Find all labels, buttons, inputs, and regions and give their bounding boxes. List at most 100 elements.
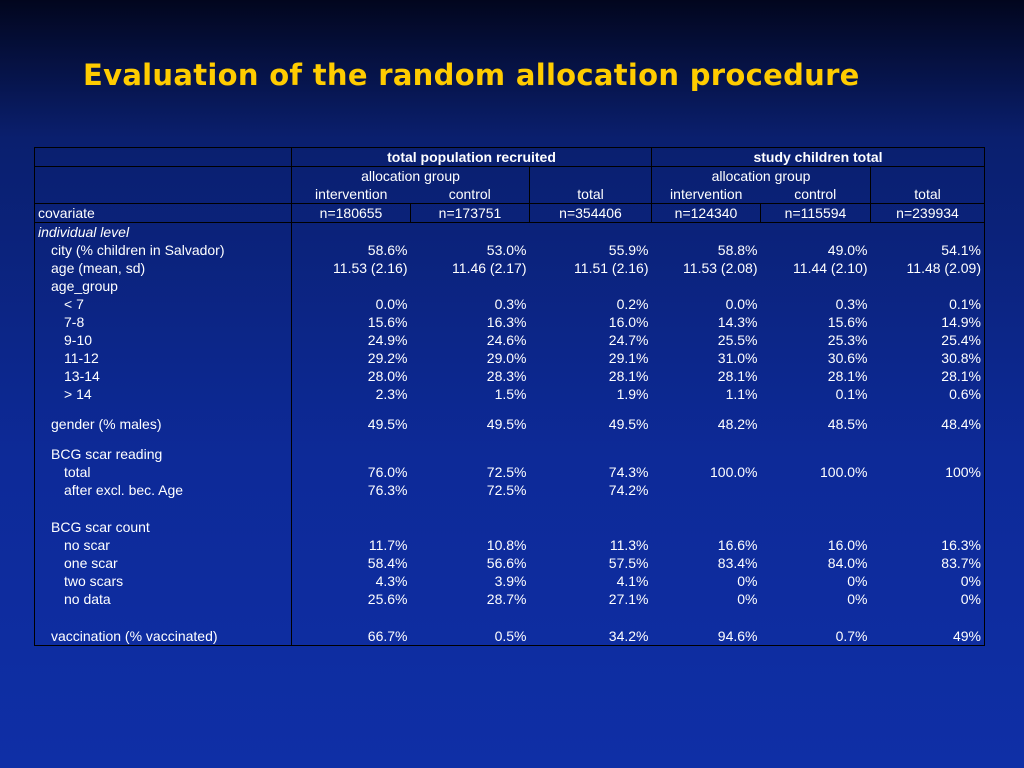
value-cell: 29.1%: [608, 350, 649, 366]
value-cell: 25.5%: [717, 332, 758, 348]
value-cell: 28.1%: [717, 368, 758, 384]
subgroup-header: allocation group: [291, 166, 530, 185]
value-cell: [761, 481, 871, 499]
value-cell: 31.0%: [717, 350, 758, 366]
value-cell: 49.5%: [367, 416, 408, 432]
table-row: < 7 0.0% 0.3% 0.2% 0.0% 0.3% 0.1%: [34, 295, 985, 313]
value-cell: 84.0%: [827, 555, 868, 571]
value-cell: 11.44 (2.10): [793, 260, 868, 276]
column-header: total: [529, 166, 652, 204]
empty-cell: [652, 277, 761, 295]
value-cell: 29.0%: [486, 350, 527, 366]
value-cell: 11.48 (2.09): [906, 260, 981, 276]
value-cell: 4.3%: [375, 573, 408, 589]
count-cell: n=354406: [529, 203, 652, 223]
subgroup-header: allocation group: [711, 168, 811, 184]
value-cell: 74.3%: [608, 464, 649, 480]
table-row: individual level: [34, 222, 985, 242]
table-row: two scars 4.3% 3.9% 4.1% 0% 0% 0%: [34, 572, 985, 590]
row-label: 9-10: [34, 331, 292, 349]
empty-cell: [411, 277, 530, 295]
value-cell: 28.3%: [486, 368, 527, 384]
value-cell: 28.1%: [608, 368, 649, 384]
value-cell: 24.6%: [486, 332, 527, 348]
value-cell: 49.0%: [827, 242, 868, 258]
count-cell: n=173751: [410, 203, 530, 223]
value-cell: 0.0%: [375, 296, 408, 312]
value-cell: 83.4%: [717, 555, 758, 571]
value-cell: 1.1%: [725, 386, 758, 402]
value-cell: 11.51 (2.16): [574, 260, 649, 276]
table-row: > 14 2.3% 1.5% 1.9% 1.1% 0.1% 0.6%: [34, 385, 985, 403]
row-label: total: [34, 463, 292, 481]
empty-cell: [871, 223, 985, 242]
value-cell: 66.7%: [367, 628, 408, 644]
count-cell: n=115594: [760, 203, 871, 223]
table-row: gender (% males) 49.5% 49.5% 49.5% 48.2% 48.5…: [34, 415, 985, 433]
value-cell: 0%: [847, 573, 868, 589]
table-row: 11-12 29.2% 29.0% 29.1% 31.0% 30.6% 30.8%: [34, 349, 985, 367]
table-row: after excl. bec. Age 76.3% 72.5% 74.2%: [34, 481, 985, 499]
value-cell: 74.2%: [608, 482, 649, 498]
value-cell: 27.1%: [608, 591, 649, 607]
empty-cell: [871, 277, 985, 295]
value-cell: 15.6%: [367, 314, 408, 330]
value-cell: 10.8%: [486, 537, 527, 553]
stub-header: covariate: [34, 203, 292, 223]
spacer-cell: [292, 608, 985, 627]
row-label: city (% children in Salvador): [34, 241, 292, 259]
value-cell: 58.8%: [717, 242, 758, 258]
row-label: < 7: [34, 295, 292, 313]
empty-cell: [411, 518, 530, 536]
count-row: covariate n=180655 n=173751 n=354406 n=1243…: [34, 203, 985, 223]
row-label: one scar: [34, 554, 292, 572]
value-cell: 11.53 (2.08): [683, 260, 758, 276]
spacer-cell: [292, 403, 985, 415]
row-label: no scar: [34, 536, 292, 554]
value-cell: 1.9%: [616, 386, 649, 402]
table-body: individual level city (% children in Salv…: [34, 222, 985, 646]
value-cell: 100.0%: [710, 464, 758, 480]
column-header: total: [870, 166, 985, 204]
value-cell: 0%: [960, 573, 981, 589]
empty-cell: [871, 445, 985, 463]
table-row: no data 25.6% 28.7% 27.1% 0% 0% 0%: [34, 590, 985, 608]
value-cell: 56.6%: [486, 555, 527, 571]
column-row: intervention control intervention contro…: [35, 185, 985, 204]
value-cell: 0%: [960, 591, 981, 607]
table-row: one scar 58.4% 56.6% 57.5% 83.4% 84.0% 83.7%: [34, 554, 985, 572]
value-cell: 94.6%: [717, 628, 758, 644]
value-cell: 28.0%: [367, 368, 408, 384]
value-cell: 0.2%: [616, 296, 649, 312]
value-cell: 58.4%: [367, 555, 408, 571]
table-row: 7-8 15.6% 16.3% 16.0% 14.3% 15.6% 14.9%: [34, 313, 985, 331]
value-cell: 3.9%: [494, 573, 527, 589]
table-row: total 76.0% 72.5% 74.3% 100.0% 100.0% 100%: [34, 463, 985, 481]
empty-cell: [652, 518, 761, 536]
value-cell: 15.6%: [827, 314, 868, 330]
column-header: control: [410, 185, 530, 204]
data-table: total population recruited study childre…: [34, 147, 985, 646]
empty-cell: [411, 445, 530, 463]
value-cell: 30.8%: [941, 350, 981, 366]
value-cell: 53.0%: [486, 242, 527, 258]
empty-cell: [292, 223, 411, 242]
value-cell: 0.1%: [949, 296, 981, 312]
value-cell: 16.6%: [717, 537, 758, 553]
row-label: two scars: [34, 572, 292, 590]
count-cell: n=124340: [651, 203, 761, 223]
empty-cell: [530, 445, 652, 463]
value-cell: 24.9%: [367, 332, 408, 348]
value-cell: 0.3%: [835, 296, 868, 312]
value-cell: 76.0%: [367, 464, 408, 480]
row-label: vaccination (% vaccinated): [34, 627, 292, 646]
group-header: total population recruited: [291, 147, 652, 167]
table-row: no scar 11.7% 10.8% 11.3% 16.6% 16.0% 16.3%: [34, 536, 985, 554]
column-header: intervention: [651, 185, 761, 204]
value-cell: 28.1%: [941, 368, 981, 384]
value-cell: 11.53 (2.16): [333, 260, 408, 276]
value-cell: 76.3%: [367, 482, 408, 498]
spacer-cell: [292, 433, 985, 445]
group-header: study children total: [651, 147, 985, 167]
empty-cell: [292, 445, 411, 463]
